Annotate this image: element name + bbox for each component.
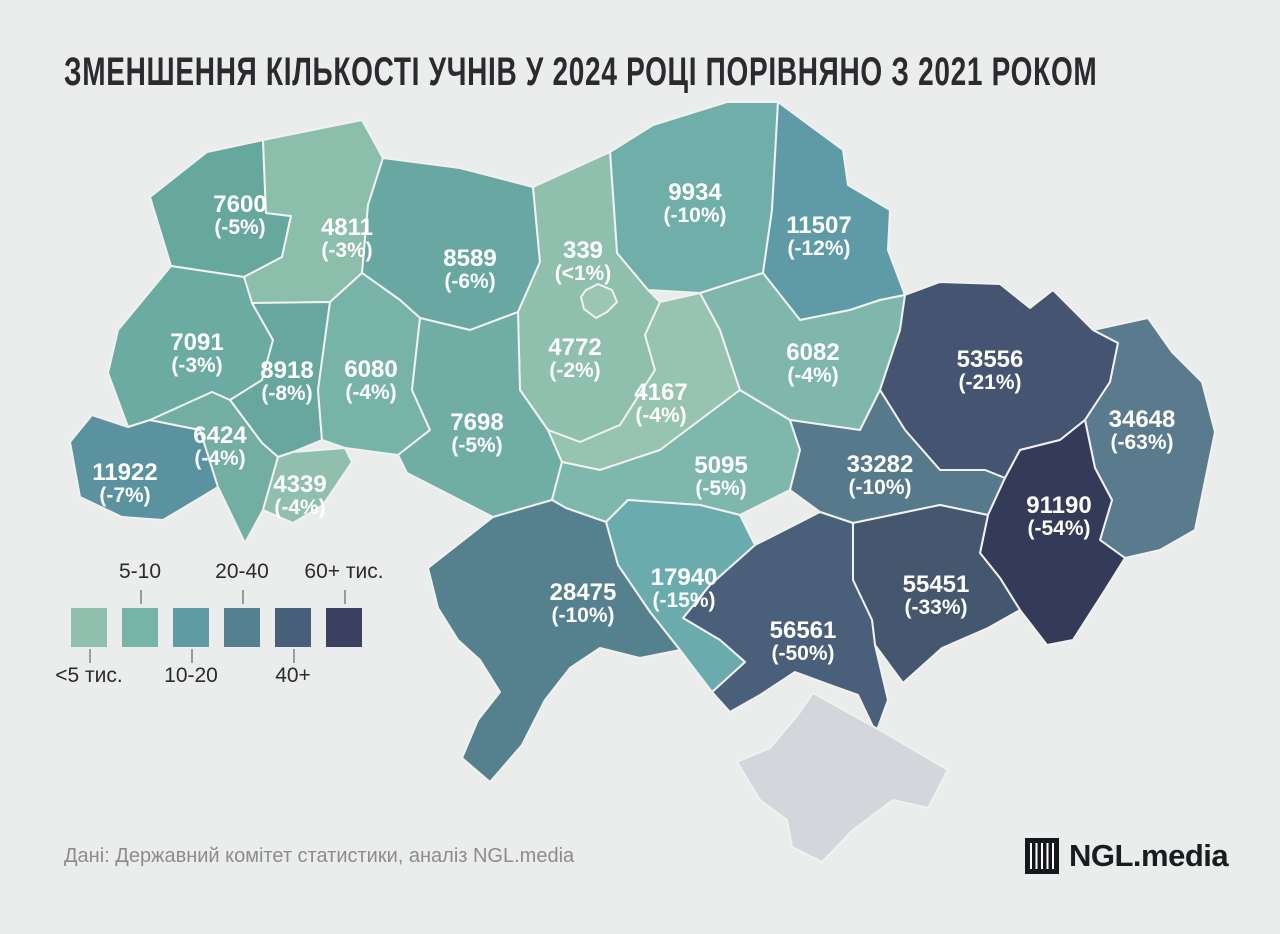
- region-value-mykolaiv: 17940: [651, 564, 718, 591]
- region-value-volyn: 7600: [213, 191, 266, 218]
- legend-label: 40+: [275, 664, 311, 687]
- legend-swatch: [122, 608, 158, 647]
- region-pct-khmelnytskyi: (-4%): [345, 381, 396, 404]
- region-pct-zaporizhzhia: (-33%): [904, 596, 967, 619]
- region-value-zaporizhzhia: 55451: [903, 571, 970, 598]
- region-pct-volyn: (-5%): [214, 216, 265, 239]
- ngl-logo-text: NGL.media: [1069, 838, 1229, 873]
- region-value-odesa: 28475: [550, 579, 617, 606]
- region-value-zakarpattia: 11922: [92, 459, 157, 486]
- region-value-ternopil: 8918: [260, 357, 313, 384]
- legend-swatch: [71, 608, 107, 647]
- region-pct-zakarpattia: (-7%): [99, 484, 150, 507]
- region-value-vinnytsia: 7698: [450, 409, 503, 436]
- legend-tick: [140, 590, 142, 604]
- region-pct-rivne: (-3%): [321, 239, 372, 262]
- region-value-kyiv-city: 339: [563, 237, 603, 264]
- region-value-kirovohrad: 5095: [694, 452, 747, 479]
- ngl-logo-mark-icon: [1025, 838, 1059, 874]
- legend-tick: [89, 649, 91, 663]
- legend-label: 10-20: [164, 664, 218, 687]
- region-pct-kyiv-city: (<1%): [555, 262, 612, 285]
- region-pct-ivano-frankivsk: (-4%): [194, 447, 245, 470]
- region-pct-odesa: (-10%): [551, 604, 614, 627]
- legend-bucket: 20-40: [215, 556, 269, 696]
- legend-label: 60+ тис.: [304, 560, 384, 583]
- legend-bucket: 40+: [275, 556, 311, 696]
- region-pct-chernivtsi: (-4%): [274, 496, 325, 519]
- region-pct-ternopil: (-8%): [261, 382, 312, 405]
- region-pct-dnipropetrovsk: (-10%): [848, 476, 911, 499]
- region-pct-zhytomyr: (-6%): [444, 270, 495, 293]
- region-value-rivne: 4811: [321, 214, 373, 241]
- legend-swatch: [173, 608, 209, 647]
- region-value-luhansk: 34648: [1109, 406, 1176, 433]
- region-pct-vinnytsia: (-5%): [451, 434, 502, 457]
- legend-bucket: 10-20: [164, 556, 218, 696]
- region-value-chernivtsi: 4339: [273, 471, 326, 498]
- region-pct-kharkiv: (-21%): [958, 371, 1021, 394]
- legend-label: <5 тис.: [55, 664, 123, 687]
- region-pct-sumy: (-12%): [787, 237, 850, 260]
- region-value-cherkasy: 4167: [634, 379, 687, 406]
- legend-bucket: 60+ тис.: [304, 556, 384, 696]
- region-sumy: [762, 101, 906, 321]
- legend-tick: [293, 649, 295, 663]
- region-pct-chernihiv: (-10%): [663, 204, 726, 227]
- legend-tick: [242, 590, 244, 604]
- legend-tick: [344, 590, 346, 604]
- region-chernivtsi: [262, 447, 353, 524]
- region-pct-poltava: (-4%): [787, 364, 838, 387]
- region-crimea: [736, 692, 949, 863]
- region-value-zhytomyr: 8589: [443, 245, 496, 272]
- region-kyiv-city: [580, 283, 618, 319]
- legend-tick: [191, 649, 193, 663]
- legend-swatch: [224, 608, 260, 647]
- region-pct-mykolaiv: (-15%): [652, 589, 715, 612]
- region-value-lviv: 7091: [170, 329, 223, 356]
- legend-bucket: <5 тис.: [55, 556, 123, 696]
- region-pct-kherson: (-50%): [771, 642, 834, 665]
- region-pct-luhansk: (-63%): [1110, 431, 1173, 454]
- region-pct-cherkasy: (-4%): [635, 404, 686, 427]
- legend-swatch: [275, 608, 311, 647]
- source-note: Дані: Державний комітет статистики, анал…: [64, 845, 575, 867]
- region-value-dnipropetrovsk: 33282: [847, 451, 914, 478]
- page-title: ЗМЕНШЕННЯ КІЛЬКОСТІ УЧНІВ У 2024 РОЦІ ПО…: [64, 50, 1098, 94]
- region-value-kharkiv: 53556: [957, 346, 1024, 373]
- region-pct-lviv: (-3%): [171, 354, 222, 377]
- legend: <5 тис. 5-10 10-20 20-40 40+ 60+ тис.: [55, 556, 384, 696]
- legend-swatch: [326, 608, 362, 647]
- region-value-sumy: 11507: [786, 212, 851, 239]
- region-value-poltava: 6082: [786, 339, 839, 366]
- region-value-khmelnytskyi: 6080: [344, 356, 397, 383]
- region-value-ivano-frankivsk: 6424: [193, 422, 247, 449]
- region-value-chernihiv: 9934: [668, 179, 722, 206]
- legend-bucket: 5-10: [118, 556, 162, 696]
- region-pct-donetsk: (-54%): [1027, 517, 1090, 540]
- region-value-kherson: 56561: [770, 617, 837, 644]
- legend-label: 20-40: [215, 560, 269, 583]
- region-pct-kirovohrad: (-5%): [695, 477, 746, 500]
- legend-label: 5-10: [118, 560, 162, 583]
- barcode-stripes-icon: [1030, 843, 1054, 869]
- ngl-logo: NGL.media: [1025, 838, 1229, 874]
- region-value-donetsk: 91190: [1026, 492, 1091, 519]
- region-value-kyiv-oblast: 4772: [548, 334, 601, 361]
- region-odesa: [427, 499, 681, 783]
- region-ivano-frankivsk: [149, 391, 279, 544]
- region-pct-kyiv-oblast: (-2%): [549, 359, 600, 382]
